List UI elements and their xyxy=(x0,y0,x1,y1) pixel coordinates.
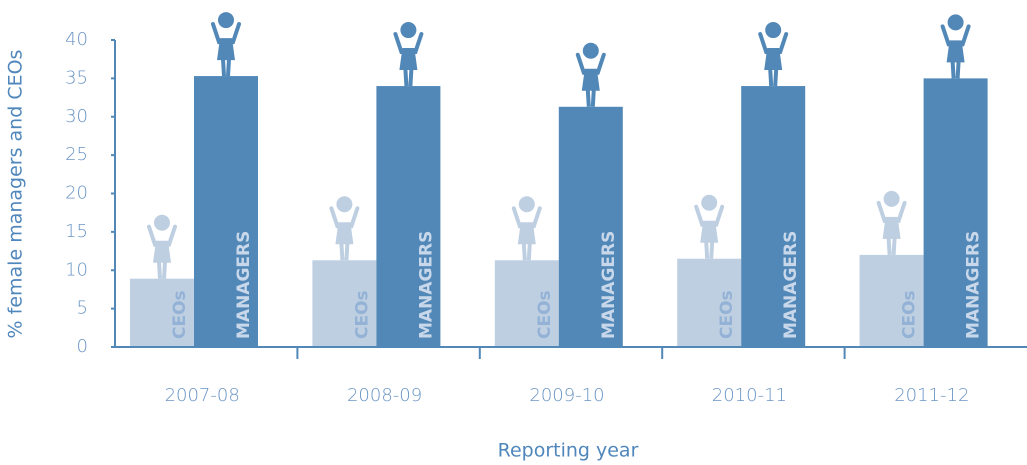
figure-part xyxy=(700,220,719,243)
bar-label: CEOs xyxy=(900,290,920,339)
bar xyxy=(923,78,988,347)
bar-label: MANAGERS xyxy=(599,231,619,339)
bar-label: CEOs xyxy=(170,290,190,339)
bar xyxy=(312,260,377,347)
bar-label: MANAGERS xyxy=(781,231,801,339)
figure-part xyxy=(339,243,350,261)
x-tick-label: 2008-09 xyxy=(347,385,422,406)
figure-part xyxy=(218,12,234,29)
bar xyxy=(130,278,194,347)
bar-label: CEOs xyxy=(352,290,372,339)
y-tick-label: 35 xyxy=(65,67,88,88)
y-tick-label: 20 xyxy=(65,183,88,204)
figure-icon xyxy=(758,22,789,87)
bar-label: MANAGERS xyxy=(234,231,254,339)
figure-icon xyxy=(211,12,241,77)
bar xyxy=(558,106,623,348)
figure-part xyxy=(764,48,783,71)
bar-label: MANAGERS xyxy=(416,231,436,339)
figure-part xyxy=(403,68,414,87)
y-tick-label: 0 xyxy=(77,336,88,357)
figure-part xyxy=(336,196,353,213)
y-axis-title: % female managers and CEOs xyxy=(5,50,27,339)
y-tick-label: 40 xyxy=(65,29,88,50)
bar-label: CEOs xyxy=(535,290,555,339)
figure-part xyxy=(517,222,536,245)
figure-part xyxy=(585,89,596,107)
figure-part xyxy=(521,243,532,261)
figure-part xyxy=(581,68,600,91)
figure-part xyxy=(701,194,718,211)
y-tick-label: 5 xyxy=(77,298,88,319)
x-tick-label: 2009-10 xyxy=(529,385,604,406)
figure-icon xyxy=(393,22,424,87)
figure-part xyxy=(882,216,901,239)
figure-icon xyxy=(147,214,177,279)
figure-part xyxy=(883,190,900,207)
x-tick-label: 2007-08 xyxy=(165,385,240,406)
bar xyxy=(494,260,559,347)
bar xyxy=(741,86,806,348)
y-tick-label: 30 xyxy=(65,106,88,127)
y-tick-label: 10 xyxy=(65,259,88,280)
figure-part xyxy=(153,240,171,263)
bar xyxy=(376,86,441,348)
figure-icon xyxy=(575,42,606,107)
figure-part xyxy=(950,61,961,79)
figure-part xyxy=(886,237,897,256)
figure-part xyxy=(157,261,167,279)
figure-part xyxy=(399,48,418,71)
figure-part xyxy=(582,42,599,59)
x-axis-title: Reporting year xyxy=(498,440,639,462)
figure-part xyxy=(704,241,715,259)
figure-part xyxy=(221,58,231,77)
bar xyxy=(859,254,924,347)
figure-part xyxy=(947,14,964,31)
figure-icon xyxy=(511,196,542,261)
bar xyxy=(194,76,258,347)
y-tick-label: 15 xyxy=(65,221,88,242)
bar-label: MANAGERS xyxy=(964,231,984,339)
figure-part xyxy=(217,38,235,61)
y-tick-label: 25 xyxy=(65,144,88,165)
figure-part xyxy=(765,22,782,39)
figure-icon xyxy=(694,194,725,259)
figure-part xyxy=(154,214,170,231)
figure-part xyxy=(335,222,354,245)
bar-label: CEOs xyxy=(717,290,737,339)
figure-icon xyxy=(329,196,360,261)
x-tick-label: 2010-11 xyxy=(712,385,787,406)
figure-part xyxy=(400,22,417,39)
figure-part xyxy=(946,40,965,63)
figure-part xyxy=(768,68,779,87)
figure-part xyxy=(518,196,535,213)
figure-icon xyxy=(940,14,971,79)
x-tick-label: 2011-12 xyxy=(894,385,969,406)
bar xyxy=(677,258,742,347)
figure-icon xyxy=(876,190,907,256)
